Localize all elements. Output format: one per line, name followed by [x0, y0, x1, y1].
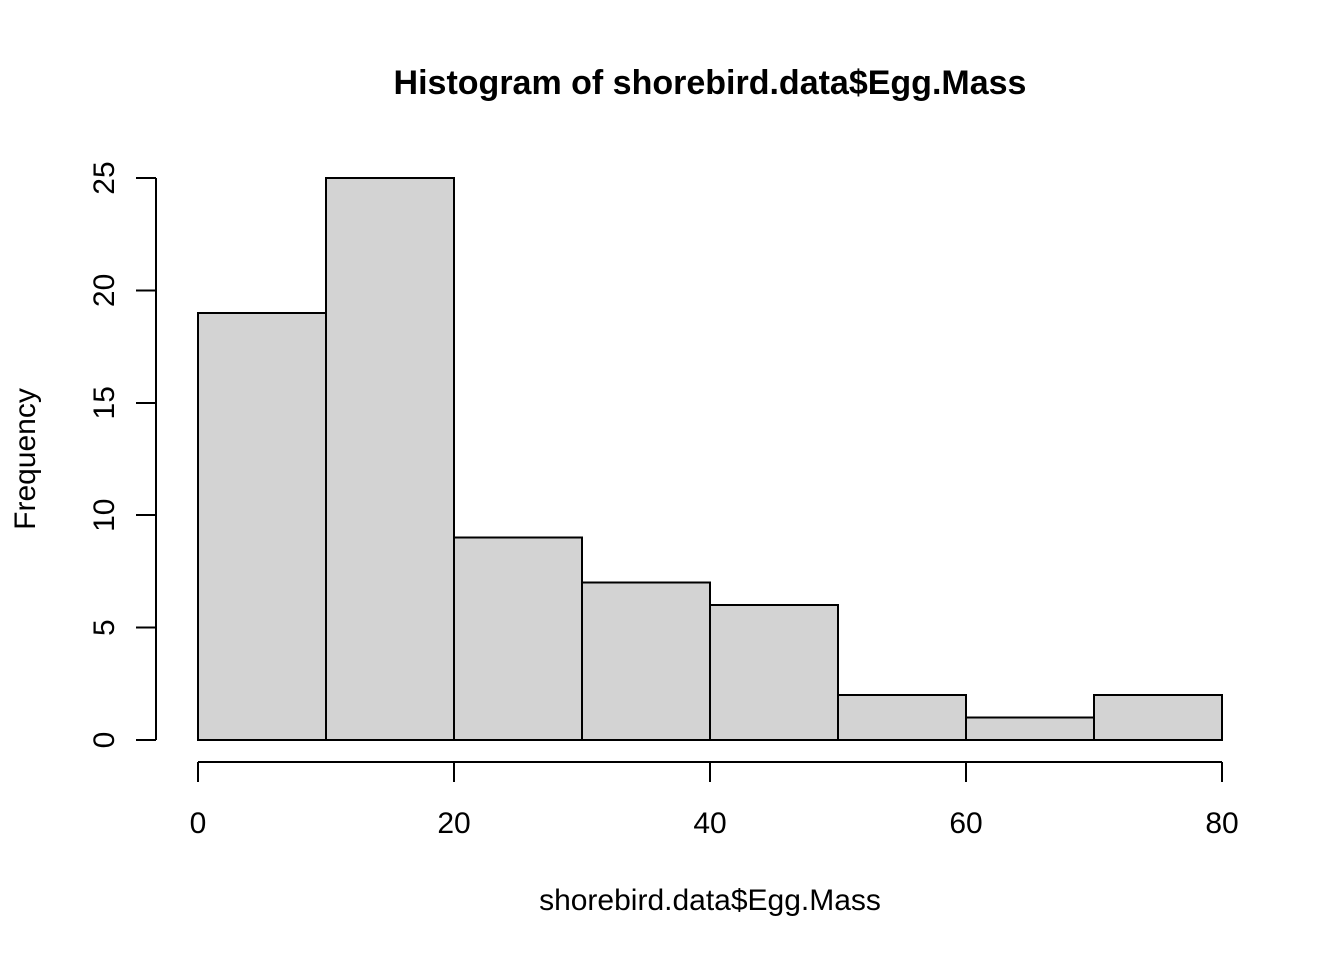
x-tick-label: 60 [949, 807, 982, 840]
histogram-bar [581, 581, 711, 742]
histogram-bar [325, 177, 455, 741]
chart-title: Histogram of shorebird.data$Egg.Mass [393, 64, 1027, 102]
x-tick-label: 40 [693, 807, 726, 840]
histogram-bar [453, 536, 583, 741]
y-tick-label: 20 [88, 274, 121, 307]
histogram-bar [709, 604, 839, 741]
y-tick-label: 25 [88, 161, 121, 194]
histogram-bar [965, 716, 1095, 742]
histogram-bar [837, 694, 967, 741]
x-tick-label: 0 [190, 807, 207, 840]
y-tick-label: 10 [88, 499, 121, 532]
histogram-bar [197, 311, 327, 741]
histogram-bar [1093, 694, 1223, 741]
y-tick-label: 0 [88, 732, 121, 749]
x-tick-label: 20 [437, 807, 470, 840]
x-tick-label: 80 [1205, 807, 1238, 840]
x-axis-label: shorebird.data$Egg.Mass [539, 884, 881, 917]
y-tick-label: 15 [88, 386, 121, 419]
y-tick-label: 5 [88, 619, 121, 636]
